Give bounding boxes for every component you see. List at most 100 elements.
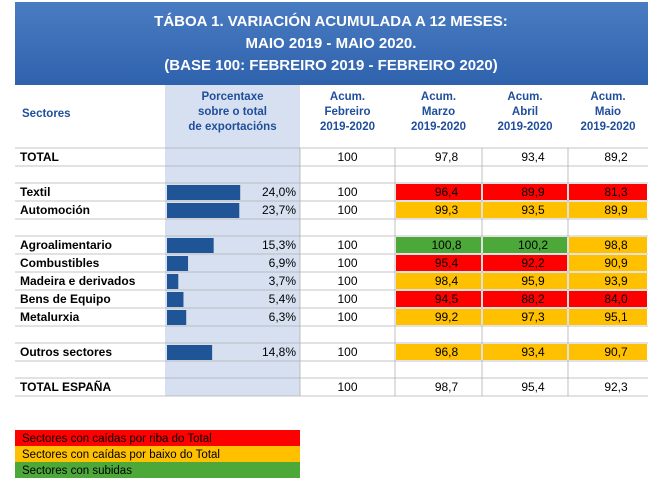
- share-label: 5,4%: [269, 292, 297, 306]
- value-cell: 100: [337, 310, 357, 324]
- header-cell: Abril: [512, 106, 538, 118]
- header-cell: Marzo: [422, 106, 455, 118]
- header-cell: Acum.: [421, 91, 456, 103]
- header-cell: Porcentaxe: [201, 91, 263, 103]
- value-cell: 90,7: [604, 345, 628, 359]
- title-box: [15, 2, 648, 85]
- value-cell: 95,4: [521, 380, 545, 394]
- value-cell: 99,2: [435, 310, 459, 324]
- value-cell: 97,8: [435, 150, 459, 164]
- header-cell: Sectores: [22, 108, 71, 120]
- value-cell: 100: [337, 256, 357, 270]
- share-bar: [167, 292, 184, 307]
- header-cell: Maio: [595, 106, 621, 118]
- title-line: (BASE 100: FEBREIRO 2019 - FEBREIRO 2020…: [164, 57, 497, 74]
- status-cell: [396, 237, 481, 253]
- value-cell: 89,2: [604, 150, 628, 164]
- status-cell: [569, 344, 647, 360]
- status-cell: [483, 309, 567, 325]
- title-line: TÁBOA 1. VARIACIÓN ACUMULADA A 12 MESES:: [154, 12, 508, 30]
- legend-label: Sectores con subidas: [22, 465, 132, 477]
- value-cell: 92,2: [521, 256, 545, 270]
- header-cell: 2019-2020: [320, 121, 375, 133]
- sector-label: Outros sectores: [20, 345, 112, 359]
- title-line: MAIO 2019 - MAIO 2020.: [246, 35, 417, 52]
- status-cell: [483, 202, 567, 218]
- value-cell: 93,5: [521, 203, 545, 217]
- value-cell: 96,8: [435, 345, 459, 359]
- value-cell: 100: [337, 292, 357, 306]
- status-cell: [569, 202, 647, 218]
- sector-label: TOTAL: [20, 150, 59, 164]
- status-cell: [569, 273, 647, 289]
- value-cell: 100: [337, 345, 357, 359]
- value-cell: 100: [337, 380, 357, 394]
- value-cell: 100,8: [431, 238, 461, 252]
- header-cell: 2019-2020: [581, 121, 636, 133]
- status-cell: [569, 255, 647, 271]
- value-cell: 100: [337, 185, 357, 199]
- value-cell: 93,9: [604, 274, 628, 288]
- status-cell: [569, 309, 647, 325]
- share-label: 3,7%: [269, 274, 297, 288]
- status-cell: [483, 273, 567, 289]
- status-cell: [396, 273, 481, 289]
- value-cell: 100: [337, 274, 357, 288]
- share-label: 6,3%: [269, 310, 297, 324]
- share-bar: [167, 274, 179, 289]
- share-bar: [167, 238, 214, 253]
- header-cell: de exportacións: [188, 121, 276, 133]
- sector-label: Combustibles: [20, 256, 100, 270]
- value-cell: 89,9: [521, 185, 545, 199]
- sector-label: Metalurxia: [20, 310, 80, 324]
- legend-swatch: [15, 446, 300, 462]
- header-cell: 2019-2020: [498, 121, 553, 133]
- status-cell: [396, 184, 481, 200]
- status-cell: [483, 255, 567, 271]
- value-cell: 95,9: [521, 274, 545, 288]
- value-cell: 84,0: [604, 292, 628, 306]
- status-cell: [396, 344, 481, 360]
- header-cell: Acum.: [590, 91, 625, 103]
- value-cell: 100: [337, 238, 357, 252]
- value-cell: 100: [337, 150, 357, 164]
- share-label: 23,7%: [262, 203, 296, 217]
- share-bar: [167, 185, 241, 200]
- sector-label: Bens de Equipo: [20, 292, 111, 306]
- share-bar: [167, 345, 213, 360]
- status-cell: [569, 291, 647, 307]
- legend-swatch: [15, 462, 300, 478]
- value-cell: 97,3: [521, 310, 545, 324]
- share-bar: [167, 256, 189, 271]
- status-cell: [483, 344, 567, 360]
- value-cell: 89,9: [604, 203, 628, 217]
- status-cell: [396, 291, 481, 307]
- status-cell: [396, 202, 481, 218]
- sector-label: TOTAL ESPAÑA: [20, 379, 111, 394]
- value-cell: 90,9: [604, 256, 628, 270]
- share-label: 15,3%: [262, 238, 296, 252]
- sector-label: Textil: [20, 185, 50, 199]
- value-cell: 92,3: [604, 380, 628, 394]
- value-cell: 98,8: [604, 238, 628, 252]
- value-cell: 99,3: [435, 203, 459, 217]
- share-label: 24,0%: [262, 185, 296, 199]
- value-cell: 93,4: [521, 150, 545, 164]
- value-cell: 81,3: [604, 185, 628, 199]
- legend-swatch: [15, 430, 300, 446]
- status-cell: [483, 184, 567, 200]
- value-cell: 98,4: [435, 274, 459, 288]
- header-cell: 2019-2020: [411, 121, 466, 133]
- value-cell: 94,5: [435, 292, 459, 306]
- status-cell: [396, 309, 481, 325]
- value-cell: 88,2: [521, 292, 545, 306]
- legend-label: Sectores con caídas por riba do Total: [22, 433, 212, 445]
- sector-label: Automoción: [20, 203, 90, 217]
- status-cell: [483, 237, 567, 253]
- share-bar: [167, 203, 240, 218]
- header-cell: Acum.: [507, 91, 542, 103]
- value-cell: 98,7: [435, 380, 459, 394]
- value-cell: 95,1: [604, 310, 628, 324]
- value-cell: 100: [337, 203, 357, 217]
